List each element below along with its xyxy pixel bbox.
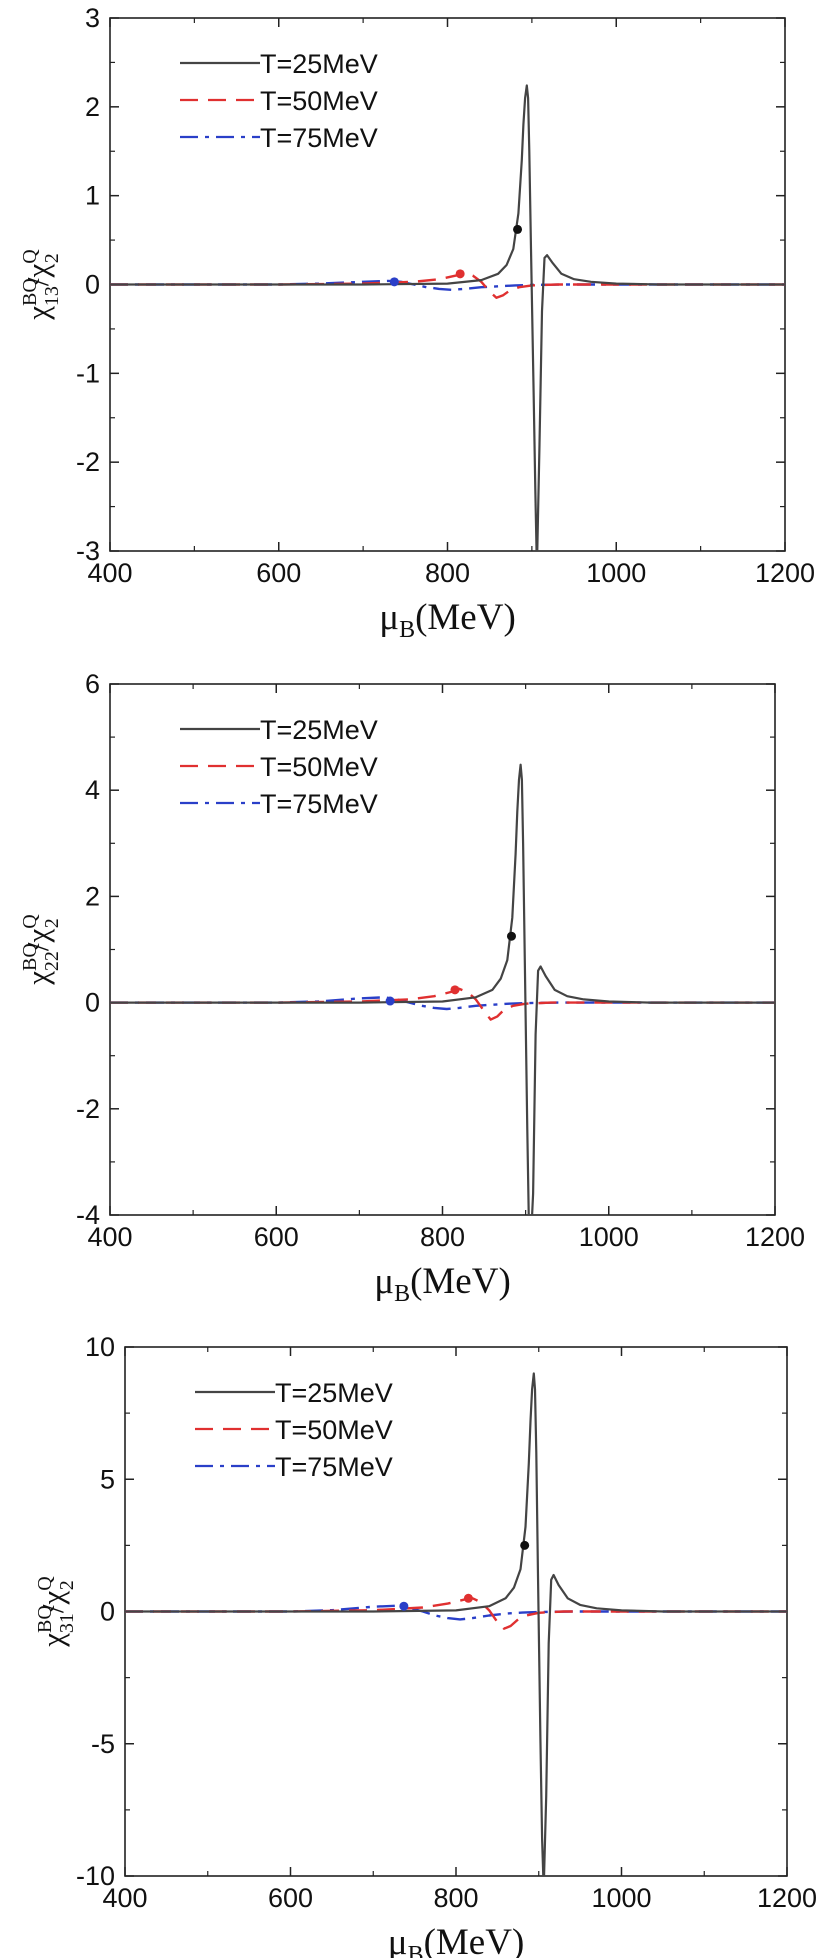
y-tick-label: -2 [76,1094,100,1124]
legend-label: T=50MeV [260,752,378,782]
chart-panel-2: 400 600 800 1000 1200 -4 -2 0 2 4 6 μB(MeV) χBQ22/χQ… [19,669,805,1307]
critical-point-marker [399,1601,409,1611]
x-tick-label: 1000 [591,1883,651,1913]
critical-point-marker [463,1593,473,1603]
x-tick-label: 800 [425,558,470,588]
x-tick-label: 1000 [586,558,646,588]
critical-point-marker [385,996,395,1006]
chart-panel-3: 400 600 800 1000 1200 -10 -5 0 5 10 μB(MeV) χBQ31/χ… [34,1332,817,1958]
series-line-t-25mev [110,84,785,551]
legend-label: T=75MeV [275,1452,393,1482]
x-tick-label: 1200 [745,1222,805,1252]
plot-frame [109,683,776,1216]
x-axis-label: μB(MeV) [388,1922,525,1958]
x-tick-label: 400 [87,558,132,588]
legend-label: T=25MeV [260,49,378,79]
y-tick-label: -2 [76,447,100,477]
y-tick-label: 5 [100,1464,115,1494]
series-group [110,84,785,551]
x-tick-label: 800 [420,1222,465,1252]
series-line-t-75mev [110,279,785,291]
critical-point-marker [513,224,523,234]
series-line-t-75mev [110,996,775,1011]
y-tick-label: 3 [85,3,100,33]
critical-point-marker [506,931,516,941]
y-tick-label: -1 [76,358,100,388]
series-line-t-50mev [125,1597,787,1630]
x-tick-label: 400 [87,1222,132,1252]
x-tick-label: 400 [102,1883,147,1913]
y-tick-label: 6 [85,669,100,699]
y-tick-label: -3 [76,536,100,566]
y-tick-label: 2 [85,92,100,122]
critical-point-marker [520,1540,530,1550]
series-line-t-50mev [110,987,775,1021]
x-axis-label: μB(MeV) [379,597,516,643]
chart-panel-1: 400 600 800 1000 1200 -3 -2 -1 0 1 2 3 μB(MeV) χBQ13/… [19,3,815,643]
series-group [110,763,775,1215]
series-line-t-25mev [110,763,775,1215]
y-tick-label: 4 [85,775,100,805]
critical-point-marker [389,277,399,287]
x-tick-label: 600 [268,1883,313,1913]
y-axis-label: χBQ13/χQ2 [19,249,63,321]
y-axis-label: χBQ31/χQ2 [34,1576,78,1648]
critical-point-marker [450,985,460,995]
x-tick-label: 1200 [757,1883,817,1913]
y-tick-label: -5 [91,1729,115,1759]
x-tick-label: 800 [433,1883,478,1913]
y-tick-label: 2 [85,881,100,911]
critical-point-marker [455,269,465,279]
y-tick-label: 10 [85,1332,115,1362]
y-tick-label: -10 [76,1861,115,1891]
x-tick-label: 600 [256,558,301,588]
legend-label: T=25MeV [275,1378,393,1408]
legend-label: T=25MeV [260,715,378,745]
series-group [125,1372,787,1876]
legend-label: T=75MeV [260,789,378,819]
x-tick-label: 1200 [755,558,815,588]
y-tick-label: 0 [100,1597,115,1627]
y-tick-label: -4 [76,1200,100,1230]
y-tick-label: 1 [85,181,100,211]
x-tick-label: 600 [254,1222,299,1252]
legend-label: T=50MeV [260,86,378,116]
y-axis-label: χBQ22/χQ2 [19,914,63,986]
x-tick-label: 1000 [579,1222,639,1252]
y-tick-label: 0 [85,988,100,1018]
series-line-t-25mev [125,1372,787,1876]
y-tick-label: 0 [85,270,100,300]
x-axis-label: μB(MeV) [374,1261,511,1307]
legend-label: T=75MeV [260,123,378,153]
series-line-t-50mev [110,271,785,299]
legend-label: T=50MeV [275,1415,393,1445]
